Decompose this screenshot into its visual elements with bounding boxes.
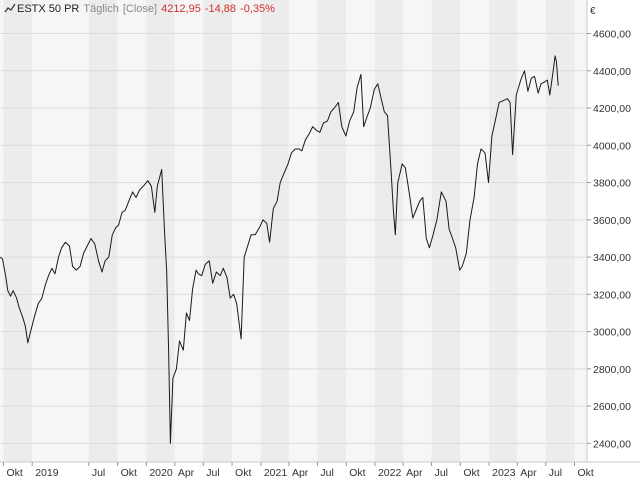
grid-lines [0, 33, 587, 444]
period-band [0, 0, 4, 462]
price-change: -14,88 [204, 3, 237, 15]
x-tick-label: 2022 [378, 467, 402, 479]
period-band [288, 0, 318, 462]
period-band [88, 0, 118, 462]
x-tick-label: Okt [6, 467, 22, 479]
y-tick-label: 3400,00 [593, 252, 631, 264]
x-tick-label: Apr [178, 467, 195, 479]
period-band [174, 0, 204, 462]
mode-label[interactable]: [Close] [122, 3, 158, 15]
x-tick-label: Apr [520, 467, 537, 479]
x-tick-label: Apr [406, 467, 423, 479]
period-band [545, 0, 575, 462]
y-tick-label: 4400,00 [593, 66, 631, 78]
x-tick-label: Jul [320, 467, 333, 479]
period-band [117, 0, 147, 462]
x-tick-label: 2023 [492, 467, 516, 479]
period-band [260, 0, 289, 462]
period-band [232, 0, 261, 462]
y-tick-label: 3800,00 [593, 178, 631, 190]
x-tick-label: 2021 [264, 467, 288, 479]
period-band [346, 0, 375, 462]
y-tick-label: 2400,00 [593, 438, 631, 450]
y-tick-label: 4000,00 [593, 140, 631, 152]
period-band [460, 0, 490, 462]
y-tick-label: 3200,00 [593, 289, 631, 301]
price-change-percent: -0,35% [240, 3, 275, 15]
x-tick-label: 2020 [149, 467, 173, 479]
y-tick-label: 4200,00 [593, 103, 631, 115]
price-line[interactable] [0, 55, 559, 444]
x-tick-label: Jul [549, 467, 562, 479]
chart-legend: ESTX 50 PR Täglich [Close] 4212,95 -14,88 -0,… [4, 3, 279, 15]
period-band [3, 0, 33, 462]
y-tick-label: 3000,00 [593, 327, 631, 339]
x-axis-ticks: Okt 2019 Jul Okt 2020 Apr Jul Okt 2021 Apr Jul Okt 2… [2, 462, 594, 479]
period-band [489, 0, 518, 462]
period-band [146, 0, 175, 462]
x-tick-label: Okt [463, 467, 479, 479]
last-price: 4212,95 [161, 3, 201, 15]
period-band [317, 0, 347, 462]
interval-label[interactable]: Täglich [83, 3, 119, 15]
period-band [431, 0, 461, 462]
period-bands [0, 0, 587, 462]
x-tick-label: Apr [292, 467, 309, 479]
line-chart-icon [4, 3, 16, 13]
period-band [203, 0, 233, 462]
x-tick-label: Jul [92, 467, 105, 479]
y-tick-label: 2600,00 [593, 401, 631, 413]
y-axis-ticks: 2400,00 2600,00 2800,00 3000,00 3200,00 3400,… [587, 29, 631, 450]
symbol-label[interactable]: ESTX 50 PR [17, 3, 80, 15]
period-band [32, 0, 89, 462]
y-tick-label: 4600,00 [593, 29, 631, 41]
period-band [403, 0, 432, 462]
y-tick-label: 2800,00 [593, 364, 631, 376]
period-band [574, 0, 587, 462]
period-band [374, 0, 404, 462]
x-tick-label: Okt [121, 467, 137, 479]
x-tick-label: 2019 [35, 467, 59, 479]
x-tick-label: Jul [435, 467, 448, 479]
period-band [517, 0, 546, 462]
price-series-group [0, 55, 559, 444]
y-tick-label: 3600,00 [593, 215, 631, 227]
x-tick-label: Okt [349, 467, 365, 479]
x-tick-label: Okt [235, 467, 251, 479]
currency-label: € [590, 6, 596, 17]
x-tick-label: Okt [577, 467, 593, 479]
x-tick-label: Jul [206, 467, 219, 479]
